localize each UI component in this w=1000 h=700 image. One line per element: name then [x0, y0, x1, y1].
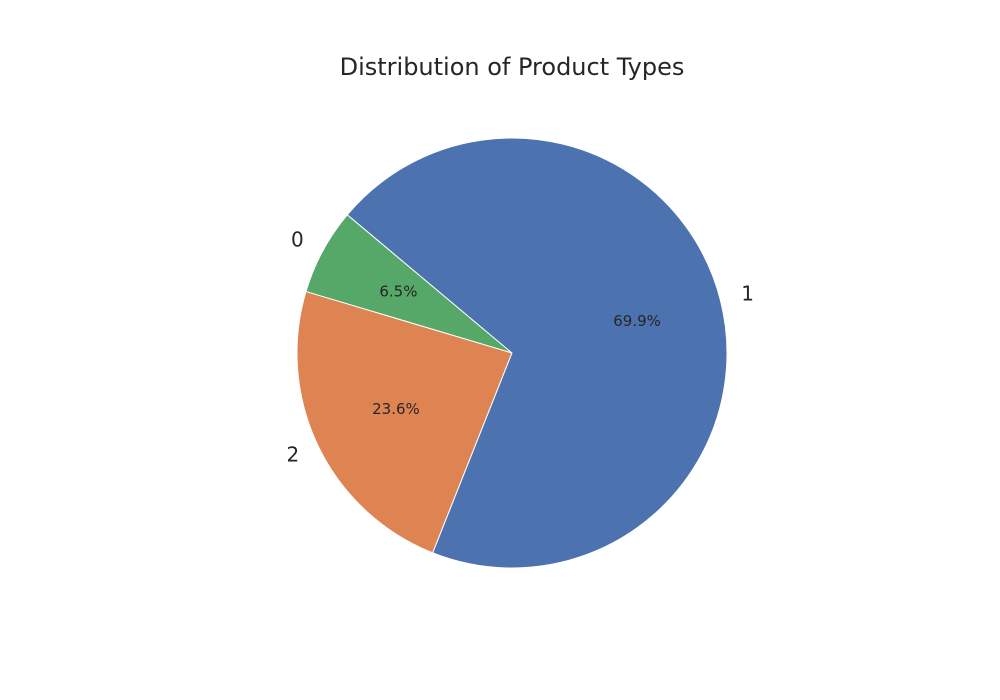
- pie-slices: [296, 137, 728, 569]
- pie-labels: 0 6.5% 2 23.6% 1 69.9%: [286, 227, 754, 466]
- slice-label-1: 1: [741, 282, 754, 306]
- slice-percent-0: 6.5%: [379, 282, 417, 300]
- pie-slice-1: [346, 137, 728, 569]
- slice-percent-2: 23.6%: [372, 400, 420, 418]
- slice-label-2: 2: [286, 443, 299, 467]
- slice-percent-1: 69.9%: [613, 312, 661, 330]
- chart-title: Distribution of Product Types: [340, 53, 685, 81]
- slice-label-0: 0: [291, 227, 304, 251]
